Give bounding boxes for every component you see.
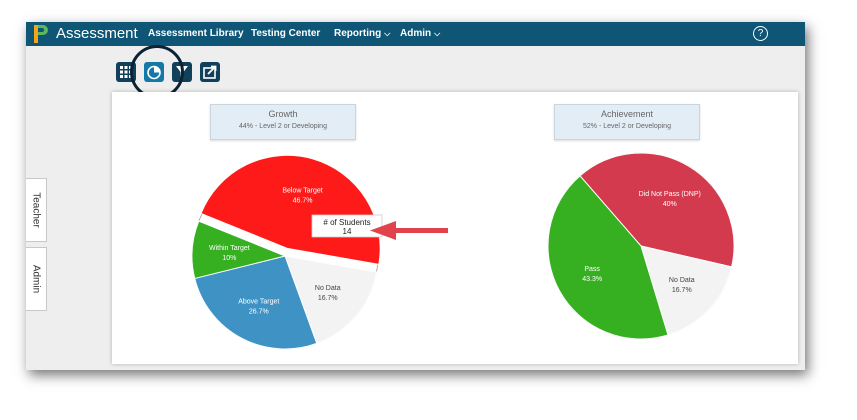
nav-assessment-library[interactable]: Assessment Library: [148, 28, 244, 39]
slice-label: No Data: [315, 285, 341, 292]
pie-slice-within-target[interactable]: [191, 220, 287, 280]
nav-testing-center[interactable]: Testing Center: [251, 28, 321, 39]
student-count-tooltip: # of Students 14: [311, 214, 383, 238]
slice-percent-label: 16.7%: [318, 295, 338, 302]
nav-admin[interactable]: Admin ⌵: [400, 28, 441, 39]
nav-reporting[interactable]: Reporting ⌵: [334, 28, 391, 39]
pie-slice-pass[interactable]: [547, 175, 669, 340]
export-icon: [203, 65, 217, 79]
tooltip-label: # of Students: [323, 218, 370, 227]
slice-percent-label: 10%: [222, 255, 236, 262]
slice-label: No Data: [669, 277, 695, 284]
app-logo-icon[interactable]: [34, 25, 48, 43]
tab-admin[interactable]: Admin: [26, 247, 47, 311]
pie-charts: Below Target 46.7% No Data 16.7% Above Targe…: [191, 152, 735, 350]
growth-pie-chart: Below Target 46.7% No Data 16.7% Above Targe…: [191, 154, 381, 350]
app-window: Assessment Assessment Library Testing Ce…: [26, 22, 805, 370]
tooltip-value: 14: [343, 227, 352, 236]
help-icon[interactable]: ?: [753, 26, 768, 41]
achievement-pie-chart: Did Not Pass (DNP) 40% No Data 16.7% Pass 43.…: [547, 152, 735, 340]
highlight-circle-annotation: [130, 45, 184, 99]
slice-percent-label: 26.7%: [249, 308, 269, 315]
chevron-down-icon: ⌵: [434, 29, 441, 38]
tab-teacher[interactable]: Teacher: [26, 178, 47, 242]
app-title: Assessment: [56, 25, 138, 42]
growth-chart-title: Growth: [268, 109, 298, 119]
growth-chart-title-box: Growth 44% - Level 2 or Developing: [210, 104, 356, 140]
pie-slice-did-not-pass-dnp[interactable]: [579, 152, 735, 268]
chevron-down-icon: ⌵: [384, 29, 391, 38]
slice-percent-label: 46.7%: [293, 198, 313, 205]
pie-slice-above-target[interactable]: [194, 255, 318, 350]
charts-panel: Growth 44% - Level 2 or Developing Achie…: [112, 92, 798, 364]
arrow-annotation: [370, 221, 448, 240]
pie-slice-no-data[interactable]: [640, 245, 733, 336]
slice-percent-label: 40%: [663, 201, 677, 208]
slice-label: Within Target: [209, 245, 250, 252]
slice-label: Did Not Pass (DNP): [639, 191, 701, 198]
slice-label: Above Target: [238, 298, 279, 305]
export-button[interactable]: [200, 62, 220, 82]
achievement-chart-title: Achievement: [600, 109, 654, 119]
slice-label: Below Target: [282, 188, 322, 195]
top-nav-bar: Assessment Assessment Library Testing Ce…: [26, 22, 805, 46]
slice-percent-label: 16.7%: [672, 287, 692, 294]
slice-percent-label: 43.3%: [582, 276, 602, 283]
slice-label: Pass: [584, 266, 600, 273]
achievement-chart-subtitle: 52% - Level 2 or Developing: [583, 123, 671, 130]
growth-chart-subtitle: 44% - Level 2 or Developing: [239, 123, 327, 130]
achievement-chart-title-box: Achievement 52% - Level 2 or Developing: [554, 104, 700, 140]
pie-slice-no-data[interactable]: [284, 255, 378, 345]
